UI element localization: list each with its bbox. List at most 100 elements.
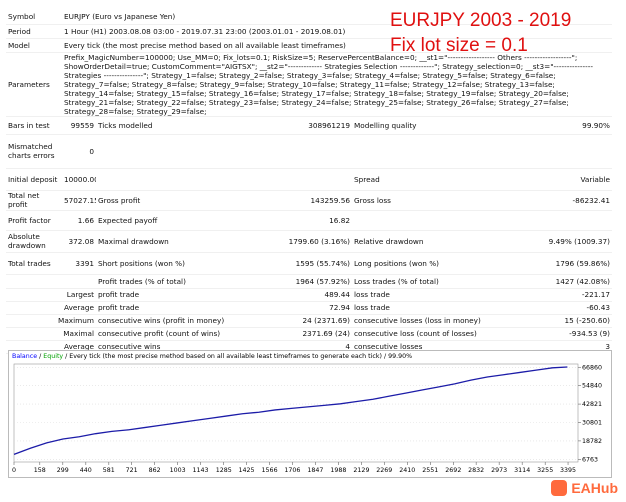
report-cell: loss trade (352, 288, 532, 302)
report-cell: 16.82 (272, 210, 352, 231)
report-cell: Period (6, 24, 62, 39)
report-cell: consecutive loss (count of losses) (352, 327, 532, 341)
report-cell: Total net profit (6, 190, 62, 211)
y-tick-label: 54840 (582, 383, 602, 390)
empty-cell (96, 168, 272, 191)
report-cell: 1427 (42.08%) (532, 274, 612, 289)
report-cell: Expected payoff (96, 210, 272, 231)
empty-cell (532, 134, 612, 169)
x-tick-label: 2692 (445, 467, 461, 474)
report-cell: 1 Hour (H1) 2003.08.08 03:00 - 2019.07.3… (62, 24, 612, 39)
report-cell: Gross profit (96, 190, 272, 211)
watermark-icon (551, 480, 568, 496)
x-tick-label: 581 (103, 467, 115, 474)
report-cell: Total trades (6, 252, 62, 275)
watermark-text: EAHub (571, 480, 618, 496)
report-cell: consecutive wins (profit in money) (96, 314, 272, 328)
report-cell: Every tick (the most precise method base… (62, 38, 612, 53)
report-cell: 99.90% (532, 116, 612, 135)
x-tick-label: 1003 (170, 467, 186, 474)
report-cell: Variable (532, 168, 612, 191)
report-row: Model Every tick (the most precise method… (6, 38, 612, 53)
report-cell: 10000.00 (62, 168, 96, 191)
report-cell: profit trade (96, 288, 272, 302)
report-cell: -934.53 (9) (532, 327, 612, 341)
report-cell: profit trade (96, 301, 272, 315)
report-cell: 1796 (59.86%) (532, 252, 612, 275)
report-cell: Symbol (6, 10, 62, 25)
report-cell: Mismatched charts errors (6, 134, 62, 169)
x-tick-label: 1706 (284, 467, 300, 474)
report-cell: Loss trades (% of total) (352, 274, 532, 289)
report-cell: Model (6, 38, 62, 53)
report-row: Symbol EURJPY (Euro vs Japanese Yen) (6, 10, 612, 25)
chart-header: Balance / Equity / Every tick (the most prec… (12, 353, 412, 360)
y-tick-label: 6763 (582, 456, 598, 463)
chart-description: Every tick (the most precise method base… (69, 353, 382, 360)
report-cell: 308961219 (272, 116, 352, 135)
x-tick-label: 2269 (376, 467, 392, 474)
report-cell: 1.66 (62, 210, 96, 231)
report-row: Maximum consecutive wins (profit in money… (6, 314, 612, 328)
x-tick-label: 3255 (537, 467, 553, 474)
empty-cell (6, 274, 62, 289)
report-row: Profit factor 1.66 Expected payoff 16.82 (6, 210, 612, 231)
x-tick-label: 3395 (560, 467, 576, 474)
watermark: EAHub (551, 480, 618, 496)
report-cell: EURJPY (Euro vs Japanese Yen) (62, 10, 612, 25)
report-cell: 1799.60 (3.16%) (272, 230, 352, 253)
report-cell: -86232.41 (532, 190, 612, 211)
report-row: Mismatched charts errors 0 (6, 134, 612, 169)
report-row: Initial deposit 10000.00 Spread Variable (6, 168, 612, 191)
empty-cell (532, 210, 612, 231)
report-cell: Relative drawdown (352, 230, 532, 253)
empty-cell (352, 210, 532, 231)
report-cell: consecutive profit (count of wins) (96, 327, 272, 341)
x-tick-label: 299 (57, 467, 69, 474)
x-tick-label: 1847 (307, 467, 323, 474)
report-row: Maximal consecutive profit (count of wins… (6, 327, 612, 341)
x-tick-label: 2410 (399, 467, 415, 474)
x-tick-label: 2973 (491, 467, 507, 474)
report-row: Total net profit 57027.15 Gross profit 1432… (6, 190, 612, 211)
y-tick-label: 30801 (582, 419, 602, 426)
x-tick-label: 2551 (422, 467, 438, 474)
report-cell: Gross loss (352, 190, 532, 211)
report-cell: 1964 (57.92%) (272, 274, 352, 289)
report-cell: 72.94 (272, 301, 352, 315)
report-cell: Prefix_MagicNumber=100000; Use_MM=0; Fix… (62, 52, 612, 117)
legend-balance: Balance (12, 353, 37, 360)
legend-equity: Equity (43, 353, 63, 360)
report-cell: Bars in test (6, 116, 62, 135)
y-tick-label: 18782 (582, 438, 602, 445)
balance-line (13, 366, 568, 455)
report-cell: Spread (352, 168, 532, 191)
report-cell: Absolute drawdown (6, 230, 62, 253)
report-cell: -221.17 (532, 288, 612, 302)
report-cell: 3391 (62, 252, 96, 275)
report-cell: Short positions (won %) (96, 252, 272, 275)
report-row: Profit trades (% of total) 1964 (57.92%) L… (6, 274, 612, 289)
y-tick-label: 42821 (582, 401, 602, 408)
balance-chart: Balance / Equity / Every tick (the most prec… (8, 350, 612, 478)
empty-cell (272, 134, 352, 169)
report-cell: 57027.15 (62, 190, 96, 211)
report-row: Largest profit trade 489.44 loss trade -221.… (6, 288, 612, 302)
report-cell: 24 (2371.69) (272, 314, 352, 328)
separator: / (384, 353, 387, 360)
x-tick-label: 862 (149, 467, 161, 474)
report-cell: Maximum (6, 314, 96, 328)
plot-area (13, 363, 579, 463)
empty-cell (96, 134, 272, 169)
report-cell: 372.08 (62, 230, 96, 253)
report-cell: Largest (6, 288, 96, 302)
x-tick-label: 2129 (353, 467, 369, 474)
report-cell: 1595 (55.74%) (272, 252, 352, 275)
x-tick-label: 440 (80, 467, 92, 474)
report-cell: 489.44 (272, 288, 352, 302)
report-cell: 2371.69 (24) (272, 327, 352, 341)
report-cell: Ticks modelled (96, 116, 272, 135)
y-tick-label: 66860 (582, 364, 602, 371)
report-cell: -60.43 (532, 301, 612, 315)
